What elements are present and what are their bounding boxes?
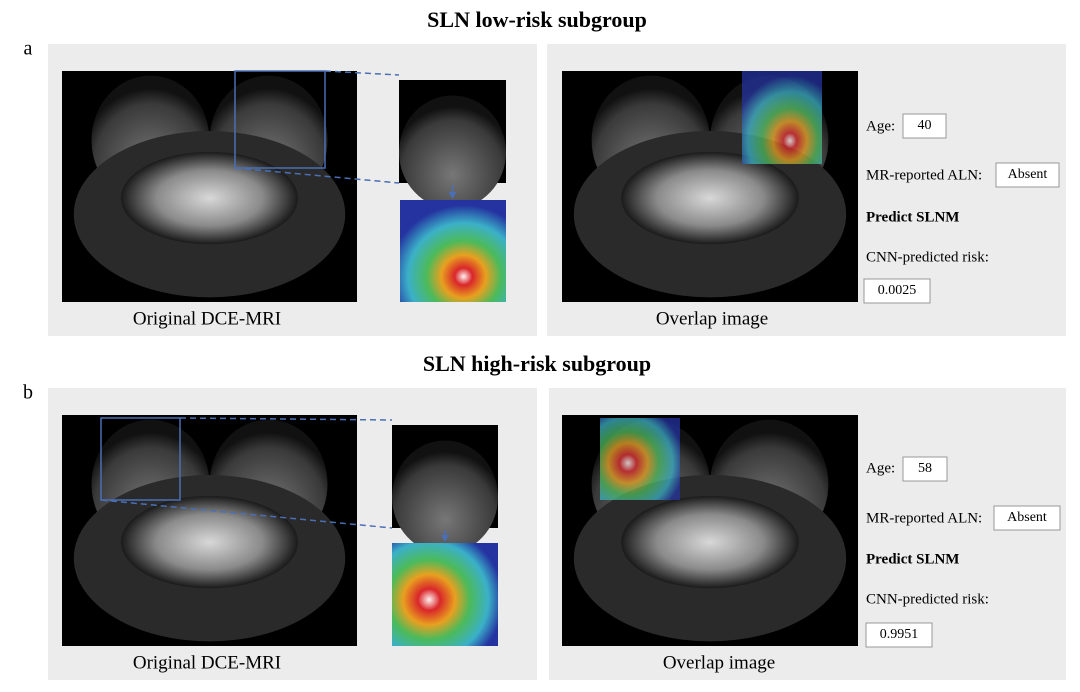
zoom-line — [100, 499, 393, 529]
field-box — [865, 622, 933, 648]
right-caption: Overlap image — [656, 308, 768, 329]
field-box — [995, 162, 1060, 188]
field-value: Absent — [1007, 510, 1047, 525]
zoom-line — [324, 70, 400, 76]
field-box — [863, 278, 931, 304]
arrow-head — [441, 535, 449, 542]
field-label: CNN-predicted risk: — [866, 591, 989, 607]
predict-heading: Predict SLNM — [866, 209, 959, 225]
panel-title: SLN low-risk subgroup — [427, 7, 647, 32]
left-caption: Original DCE-MRI — [133, 308, 281, 329]
panel-label: b — [23, 382, 33, 404]
heatmap-overlay — [742, 71, 822, 164]
field-label: Age: — [866, 460, 895, 476]
field-label: CNN-predicted risk: — [866, 249, 989, 265]
right-caption: Overlap image — [663, 652, 775, 673]
crop-breast — [392, 440, 498, 554]
heatmap-crop — [392, 543, 498, 646]
panel-label: a — [24, 38, 33, 60]
zoom-box — [100, 417, 181, 501]
mri-organ — [621, 151, 799, 245]
mri-organ — [121, 151, 298, 245]
field-box — [902, 456, 948, 482]
zoom-box — [234, 70, 326, 169]
field-value: 0.0025 — [878, 283, 917, 298]
mri-organ — [621, 495, 799, 589]
panel-title: SLN high-risk subgroup — [423, 351, 651, 376]
field-value: 58 — [918, 461, 932, 476]
crop-breast — [399, 95, 506, 209]
field-label: MR-reported ALN: — [866, 510, 982, 526]
zoom-line — [234, 167, 400, 184]
predict-heading: Predict SLNM — [866, 551, 959, 567]
field-label: MR-reported ALN: — [866, 167, 982, 183]
heatmap-overlay — [600, 418, 680, 500]
arrow-head — [448, 192, 457, 199]
field-value: 0.9951 — [880, 627, 919, 642]
zoom-line — [179, 417, 393, 421]
mri-organ — [121, 495, 298, 589]
field-value: 40 — [918, 118, 932, 133]
field-label: Age: — [866, 118, 895, 134]
field-box — [902, 113, 947, 139]
left-caption: Original DCE-MRI — [133, 652, 281, 673]
field-value: Absent — [1008, 167, 1048, 182]
field-box — [993, 505, 1061, 531]
heatmap-crop — [400, 200, 506, 302]
